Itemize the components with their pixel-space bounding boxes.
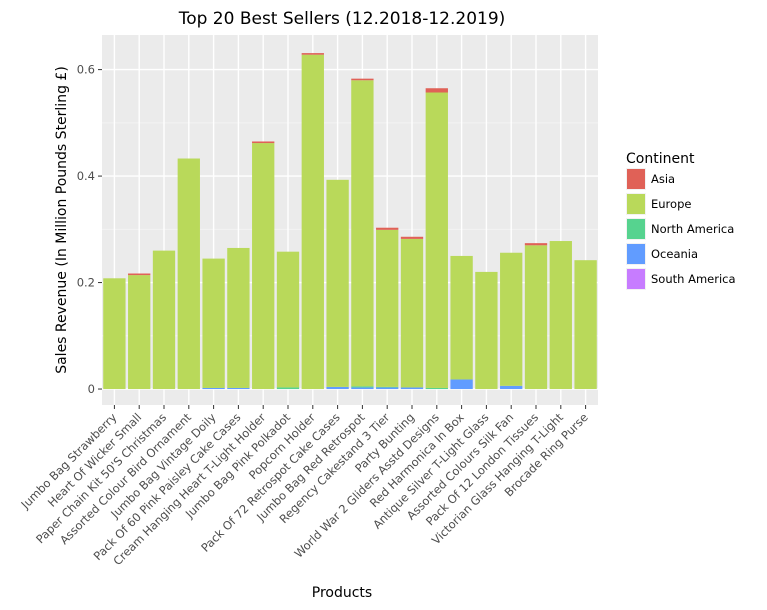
bar-segment: [549, 241, 572, 390]
bar-segment: [376, 386, 399, 388]
bar-segment: [202, 258, 225, 388]
bar-segment: [351, 387, 374, 390]
bar-segment: [202, 387, 225, 390]
y-tick-label: 0.6: [77, 63, 95, 77]
plot-panel: [102, 35, 598, 405]
bar-segment: [252, 143, 275, 390]
legend-label: North America: [651, 222, 734, 236]
bar-segment: [450, 255, 473, 380]
bar-segment: [425, 88, 448, 93]
bar-segment: [128, 273, 151, 276]
y-tick-label: 0.4: [77, 169, 95, 183]
bar-segment: [500, 385, 523, 390]
bar-segment: [301, 54, 324, 390]
legend: Continent Asia Europe North America Oceania…: [626, 151, 736, 290]
bar-segment: [177, 158, 200, 390]
bar-segment: [400, 387, 424, 390]
y-tick-label: 0: [88, 382, 95, 396]
legend-swatch: [627, 219, 645, 239]
legend-swatch: [627, 269, 645, 289]
bar-segment: [450, 379, 473, 390]
bar-segment: [400, 238, 424, 388]
bar-segment: [227, 387, 250, 390]
bar-segment: [524, 243, 548, 246]
bar-segment: [301, 53, 324, 55]
bar-segment: [326, 179, 349, 387]
bar-segment: [376, 227, 399, 230]
legend-swatch: [627, 244, 645, 264]
bar-segment: [227, 247, 250, 388]
bar-segment: [376, 229, 399, 387]
bar-segment: [475, 271, 498, 390]
bar-segment: [351, 80, 374, 387]
bar-segment: [425, 387, 448, 390]
bar-segment: [425, 92, 448, 388]
bar-segment: [252, 141, 275, 144]
bar-segment: [128, 275, 151, 390]
bar-segment: [351, 386, 374, 388]
bar-segment: [524, 245, 548, 390]
legend-swatch: [627, 194, 645, 214]
legend-label: Asia: [651, 172, 675, 186]
legend-title: Continent: [626, 151, 695, 167]
legend-swatch: [627, 169, 645, 189]
bar-segment: [574, 260, 597, 390]
bar-segment: [500, 252, 523, 386]
chart-title: Top 20 Best Sellers (12.2018-12.2019): [178, 9, 506, 29]
bar-segment: [351, 78, 374, 81]
bars: [103, 53, 597, 390]
bar-segment: [400, 236, 424, 239]
bar-segment: [326, 386, 349, 390]
bar-segment: [152, 250, 176, 390]
legend-label: South America: [651, 272, 736, 286]
bar-segment: [103, 278, 126, 390]
x-axis-title: Products: [312, 585, 372, 601]
bar-segment: [276, 387, 300, 390]
y-tick-label: 0.2: [77, 276, 95, 290]
legend-label: Oceania: [651, 247, 698, 261]
legend-label: Europe: [651, 197, 691, 211]
bar-segment: [276, 251, 300, 388]
y-axis: 0 0.2 0.4 0.6: [77, 63, 102, 396]
y-axis-title: Sales Revenue (In Million Pounds Sterlin…: [54, 66, 70, 374]
bar-segment: [376, 387, 399, 390]
